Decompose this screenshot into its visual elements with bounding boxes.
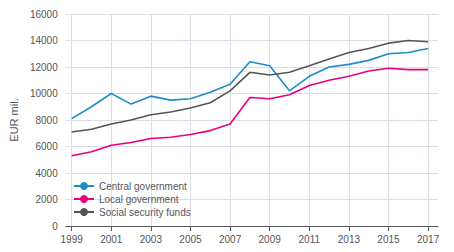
- svg-text:2013: 2013: [338, 234, 361, 245]
- svg-text:16000: 16000: [30, 9, 58, 20]
- svg-text:2005: 2005: [179, 234, 202, 245]
- svg-text:2007: 2007: [219, 234, 242, 245]
- svg-text:0: 0: [52, 221, 58, 232]
- svg-text:2000: 2000: [35, 194, 58, 205]
- svg-text:2009: 2009: [259, 234, 282, 245]
- svg-text:2017: 2017: [417, 234, 440, 245]
- svg-text:2001: 2001: [100, 234, 123, 245]
- svg-text:6000: 6000: [35, 141, 58, 152]
- svg-text:EUR mil.: EUR mil.: [8, 98, 20, 141]
- svg-text:Local government: Local government: [99, 194, 179, 205]
- svg-text:4000: 4000: [35, 168, 58, 179]
- svg-text:14000: 14000: [30, 35, 58, 46]
- svg-text:2015: 2015: [377, 234, 400, 245]
- svg-text:1999: 1999: [61, 234, 84, 245]
- svg-text:Central government: Central government: [99, 181, 187, 192]
- svg-text:2003: 2003: [140, 234, 163, 245]
- svg-text:8000: 8000: [35, 115, 58, 126]
- svg-text:12000: 12000: [30, 62, 58, 73]
- svg-text:10000: 10000: [30, 88, 58, 99]
- svg-text:2011: 2011: [299, 234, 321, 245]
- svg-text:Social security funds: Social security funds: [99, 207, 191, 218]
